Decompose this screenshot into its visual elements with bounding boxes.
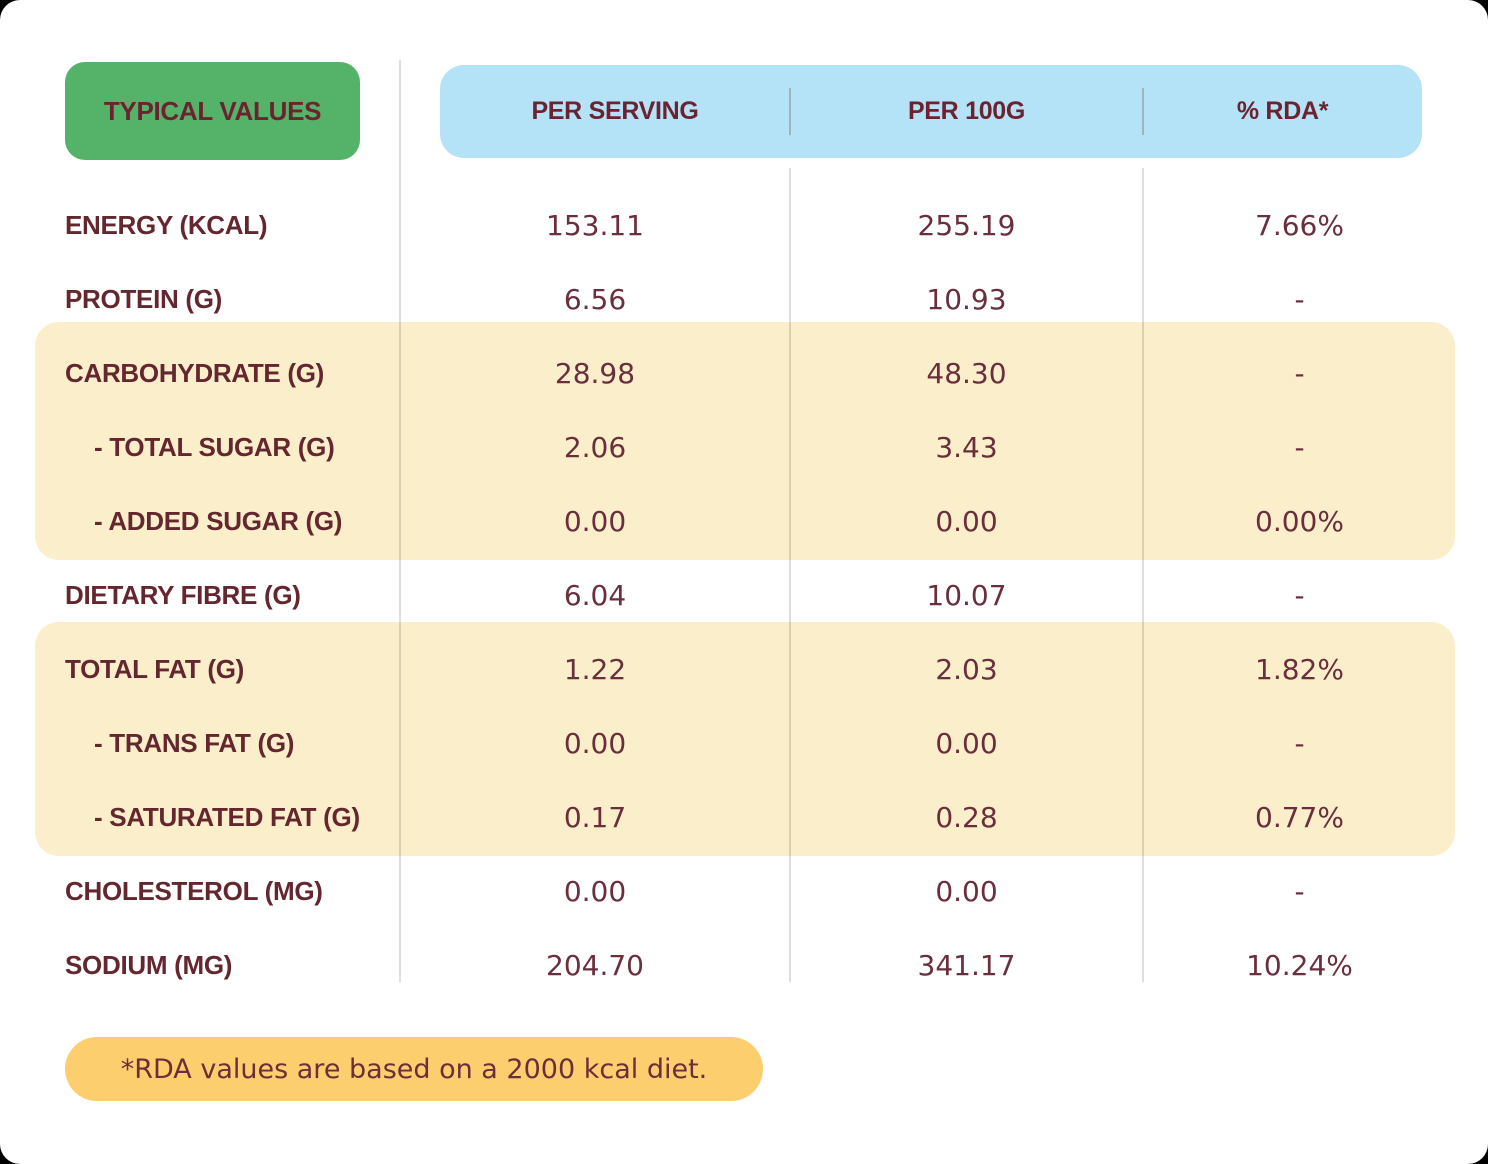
value-per-serving: 153.11 <box>546 208 644 242</box>
highlight-band-carbohydrates <box>35 322 1455 560</box>
row-label: CARBOHYDRATE (G) <box>65 357 325 388</box>
value-per-100g: 0.00 <box>935 874 998 908</box>
row-label: SODIUM (MG) <box>65 949 233 980</box>
value-per-serving: 204.70 <box>546 948 644 982</box>
table-row-sodium: SODIUM (MG) 204.70 341.17 10.24% <box>0 928 1488 1002</box>
value-per-100g: 10.93 <box>926 282 1007 316</box>
value-rda: 7.66% <box>1255 208 1344 242</box>
value-per-100g: 0.00 <box>935 726 998 760</box>
value-per-serving: 28.98 <box>554 356 636 390</box>
nutrition-table: ENERGY (KCAL) 153.11 255.19 7.66% PROTEI… <box>0 188 1488 1002</box>
table-row-total-fat: TOTAL FAT (G) 1.22 2.03 1.82% <box>0 632 1488 706</box>
value-per-serving: 6.56 <box>563 282 627 316</box>
row-label: - TRANS FAT (G) <box>94 727 295 758</box>
value-per-100g: 341.17 <box>917 948 1016 982</box>
row-label: - ADDED SUGAR (G) <box>94 505 343 536</box>
value-rda: - <box>1294 282 1305 316</box>
column-header-bar: PER SERVING PER 100G % RDA* <box>440 65 1422 158</box>
value-rda: 10.24% <box>1246 948 1353 982</box>
column-divider-line <box>399 60 401 982</box>
rda-footnote-text: *RDA values are based on a 2000 kcal die… <box>120 1053 708 1085</box>
value-per-serving: 2.06 <box>563 430 627 464</box>
value-per-serving: 1.22 <box>563 652 627 686</box>
value-rda: 0.77% <box>1255 800 1344 834</box>
row-label: PROTEIN (G) <box>65 283 223 314</box>
typical-values-title-box: TYPICAL VALUES <box>65 62 360 160</box>
highlight-band-fats <box>35 622 1455 856</box>
table-row-energy: ENERGY (KCAL) 153.11 255.19 7.66% <box>0 188 1488 262</box>
table-row-total-sugar: - TOTAL SUGAR (G) 2.06 3.43 - <box>0 410 1488 484</box>
value-per-serving: 0.00 <box>563 874 627 908</box>
value-rda: - <box>1294 430 1305 464</box>
value-rda: - <box>1294 874 1305 908</box>
column-header-per-100g: PER 100G <box>907 97 1026 125</box>
table-row-cholesterol: CHOLESTEROL (MG) 0.00 0.00 - <box>0 854 1488 928</box>
column-header-per-serving: PER SERVING <box>531 97 699 125</box>
table-row-carbohydrate: CARBOHYDRATE (G) 28.98 48.30 - <box>0 336 1488 410</box>
value-per-100g: 0.28 <box>935 800 998 834</box>
row-label: DIETARY FIBRE (G) <box>65 579 301 610</box>
table-row-dietary-fibre: DIETARY FIBRE (G) 6.04 10.07 - <box>0 558 1488 632</box>
value-per-serving: 0.00 <box>563 726 627 760</box>
value-rda: - <box>1294 356 1305 390</box>
table-row-protein: PROTEIN (G) 6.56 10.93 - <box>0 262 1488 336</box>
header-divider <box>789 88 791 135</box>
table-row-added-sugar: - ADDED SUGAR (G) 0.00 0.00 0.00% <box>0 484 1488 558</box>
header-divider <box>1142 88 1144 135</box>
value-rda: 1.82% <box>1255 652 1344 686</box>
value-rda: 0.00% <box>1255 504 1344 538</box>
value-rda: - <box>1294 578 1305 612</box>
rda-footnote-pill: *RDA values are based on a 2000 kcal die… <box>65 1037 763 1101</box>
typical-values-label: TYPICAL VALUES <box>103 95 322 126</box>
table-row-saturated-fat: - SATURATED FAT (G) 0.17 0.28 0.77% <box>0 780 1488 854</box>
value-per-100g: 10.07 <box>926 578 1007 612</box>
column-header-rda: % RDA* <box>1236 97 1329 125</box>
table-row-trans-fat: - TRANS FAT (G) 0.00 0.00 - <box>0 706 1488 780</box>
value-per-100g: 255.19 <box>917 208 1016 242</box>
row-label: ENERGY (KCAL) <box>65 209 268 240</box>
row-label: CHOLESTEROL (MG) <box>65 875 323 906</box>
value-per-serving: 6.04 <box>563 578 627 612</box>
value-per-100g: 3.43 <box>935 430 998 464</box>
value-rda: - <box>1294 726 1305 760</box>
value-per-100g: 48.30 <box>926 356 1007 390</box>
value-per-serving: 0.17 <box>563 800 627 834</box>
row-label: - SATURATED FAT (G) <box>94 801 360 832</box>
value-per-100g: 2.03 <box>935 652 998 686</box>
column-divider-line <box>789 168 791 982</box>
value-per-serving: 0.00 <box>563 504 627 538</box>
column-divider-line <box>1142 168 1144 982</box>
row-label: TOTAL FAT (G) <box>65 653 245 684</box>
row-label: - TOTAL SUGAR (G) <box>94 431 335 462</box>
value-per-100g: 0.00 <box>935 504 998 538</box>
